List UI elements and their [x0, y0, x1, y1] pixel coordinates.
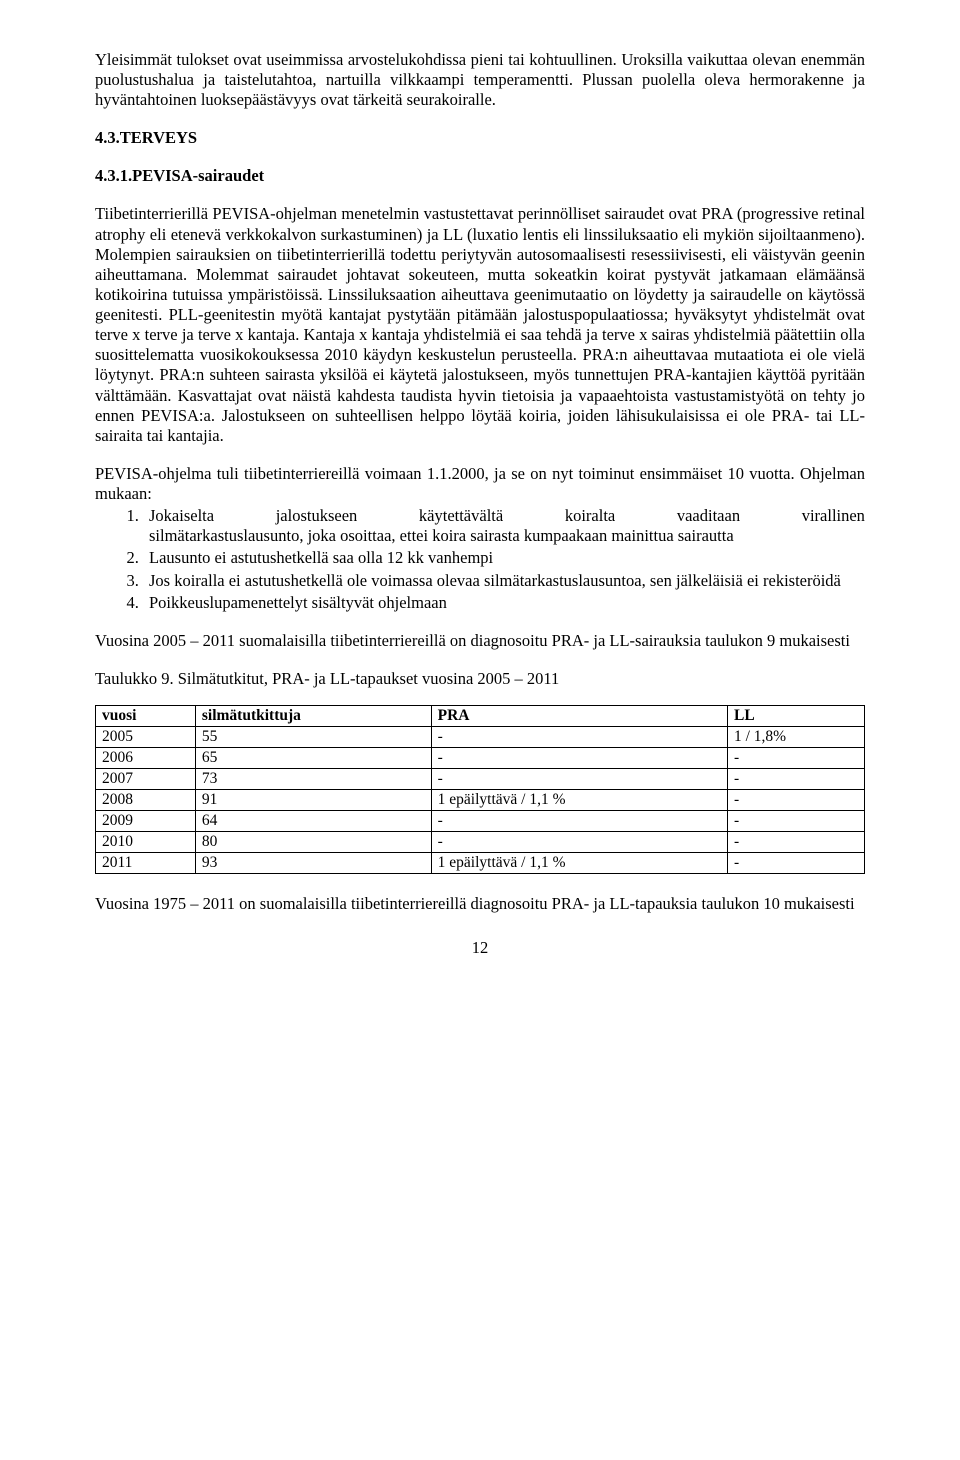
table-cell: 80 [195, 831, 431, 852]
table-header-cell: vuosi [96, 705, 196, 726]
table-row: 2008911 epäilyttävä / 1,1 %- [96, 789, 865, 810]
table-row: 200555-1 / 1,8% [96, 726, 865, 747]
page-number: 12 [95, 938, 865, 958]
table-row: 201080-- [96, 831, 865, 852]
table-cell: - [431, 831, 727, 852]
table-row: 200773-- [96, 768, 865, 789]
table-cell: 93 [195, 852, 431, 873]
table-cell: 64 [195, 810, 431, 831]
table-header-cell: silmätutkittuja [195, 705, 431, 726]
paragraph-pevisa-desc: Tiibetinterrierillä PEVISA-ohjelman mene… [95, 204, 865, 446]
word: vaaditaan [677, 506, 740, 526]
table-cell: 2011 [96, 852, 196, 873]
heading-terveys: 4.3.TERVEYS [95, 128, 865, 148]
list-item-text: silmätarkastuslausunto, joka osoittaa, e… [149, 526, 734, 545]
table-cell: 55 [195, 726, 431, 747]
paragraph-pevisa-ohjelma: PEVISA-ohjelma tuli tiibetinterriereillä… [95, 464, 865, 504]
table-cell: 2006 [96, 747, 196, 768]
paragraph-intro: Yleisimmät tulokset ovat useimmissa arvo… [95, 50, 865, 110]
table-row: 2011931 epäilyttävä / 1,1 %- [96, 852, 865, 873]
list-item: Jos koiralla ei astutushetkellä ole voim… [143, 571, 865, 591]
table-cell: - [728, 831, 865, 852]
table-header-cell: LL [728, 705, 865, 726]
table-cell: - [728, 852, 865, 873]
table-cell: 2007 [96, 768, 196, 789]
word: koiralta [565, 506, 615, 526]
table-cell: - [728, 789, 865, 810]
word: jalostukseen [276, 506, 358, 526]
table-header-cell: PRA [431, 705, 727, 726]
table-cell: 2010 [96, 831, 196, 852]
table-cell: 1 epäilyttävä / 1,1 % [431, 852, 727, 873]
word: Jokaiselta [149, 506, 214, 526]
table-cell: - [431, 726, 727, 747]
paragraph-vuosina-2005: Vuosina 2005 – 2011 suomalaisilla tiibet… [95, 631, 865, 651]
table-row: 200665-- [96, 747, 865, 768]
pevisa-list: Jokaiselta jalostukseen käytettävältä koira… [95, 506, 865, 613]
table-cell: 2005 [96, 726, 196, 747]
table-cell: - [431, 810, 727, 831]
table-caption: Taulukko 9. Silmätutkitut, PRA- ja LL-ta… [95, 669, 865, 689]
table-cell: - [728, 768, 865, 789]
table-cell: 91 [195, 789, 431, 810]
table-cell: 2009 [96, 810, 196, 831]
list-item: Jokaiselta jalostukseen käytettävältä koira… [143, 506, 865, 546]
paragraph-vuosina-1975: Vuosina 1975 – 2011 on suomalaisilla tii… [95, 894, 865, 914]
word: käytettävältä [419, 506, 503, 526]
table-cell: - [728, 810, 865, 831]
table-cell: 1 epäilyttävä / 1,1 % [431, 789, 727, 810]
table-cell: 73 [195, 768, 431, 789]
table-cell: - [431, 768, 727, 789]
heading-pevisa: 4.3.1.PEVISA-sairaudet [95, 166, 865, 186]
table-silmätutkitut: vuosisilmätutkittujaPRALL 200555-1 / 1,8… [95, 705, 865, 874]
table-cell: - [431, 747, 727, 768]
list-item: Poikkeuslupamenettelyt sisältyvät ohjelm… [143, 593, 865, 613]
table-cell: - [728, 747, 865, 768]
table-cell: 65 [195, 747, 431, 768]
table-row: 200964-- [96, 810, 865, 831]
word: virallinen [802, 506, 865, 526]
table-cell: 2008 [96, 789, 196, 810]
list-item: Lausunto ei astutushetkellä saa olla 12 … [143, 548, 865, 568]
table-cell: 1 / 1,8% [728, 726, 865, 747]
